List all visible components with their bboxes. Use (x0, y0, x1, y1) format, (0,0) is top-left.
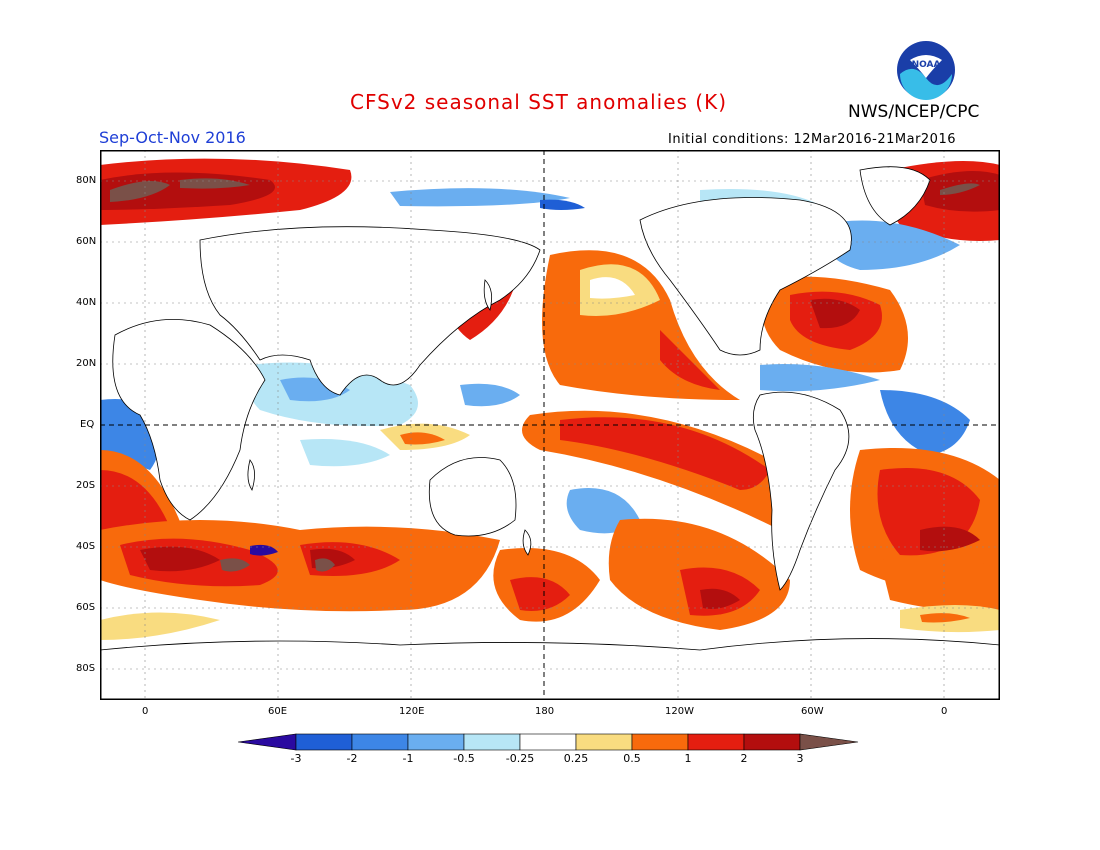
colorbar-label-0-5: 0.5 (623, 752, 641, 765)
initial-conditions: Initial conditions: 12Mar2016-21Mar2016 (668, 132, 956, 147)
colorbar-label-neg0-5: -0.5 (453, 752, 475, 765)
lat-label-20s: 20S (76, 480, 96, 491)
svg-text:NOAA: NOAA (912, 60, 941, 70)
continent-outlines (100, 166, 1000, 700)
colorbar-swatch (519, 733, 577, 751)
colorbar-label-neg1: -1 (402, 752, 414, 765)
agency-label: NWS/NCEP/CPC (848, 102, 980, 122)
lat-label-80s: 80S (76, 663, 96, 674)
colorbar-label-neg0-25: -0.25 (505, 752, 535, 765)
colorbar-swatch (463, 733, 521, 751)
noaa-logo-icon: NOAA (897, 41, 955, 100)
lon-label-60w: 60W (801, 706, 824, 717)
reference-lines (100, 150, 1000, 700)
colorbar-swatch (295, 733, 353, 751)
lat-label-40n: 40N (76, 297, 97, 308)
colorbar-swatch (631, 733, 689, 751)
lon-label-60e: 60E (268, 706, 288, 717)
lon-label-120w: 120W (665, 706, 694, 717)
colorbar-label-3: 3 (796, 752, 804, 765)
lon-label-0-east: 0 (941, 706, 948, 717)
lon-label-120e: 120E (399, 706, 425, 717)
lat-label-60n: 60N (76, 236, 97, 247)
lat-label-eq: EQ (80, 419, 95, 430)
colorbar-swatch (351, 733, 409, 751)
lat-label-40s: 40S (76, 541, 96, 552)
colorbar-label-2: 2 (740, 752, 748, 765)
colorbar-label-neg2: -2 (346, 752, 358, 765)
lat-label-80n: 80N (76, 175, 97, 186)
colorbar-arrow-low (238, 733, 297, 751)
colorbar-arrow-high (799, 733, 859, 751)
colorbar-label-1: 1 (684, 752, 692, 765)
colorbar-label-neg3: -3 (290, 752, 302, 765)
colorbar-swatch (407, 733, 465, 751)
graticule (100, 150, 1000, 700)
sst-anomaly-map (100, 150, 1000, 700)
lon-label-180: 180 (535, 706, 555, 717)
map-title: CFSv2 seasonal SST anomalies (K) (350, 90, 727, 114)
colorbar-swatch (687, 733, 745, 751)
lon-label-0-west: 0 (142, 706, 149, 717)
colorbar (238, 733, 859, 751)
lat-label-60s: 60S (76, 602, 96, 613)
forecast-period: Sep-Oct-Nov 2016 (99, 128, 246, 147)
lat-label-20n: 20N (76, 358, 97, 369)
colorbar-swatch (575, 733, 633, 751)
colorbar-swatch (743, 733, 801, 751)
colorbar-label-0-25: 0.25 (563, 752, 589, 765)
